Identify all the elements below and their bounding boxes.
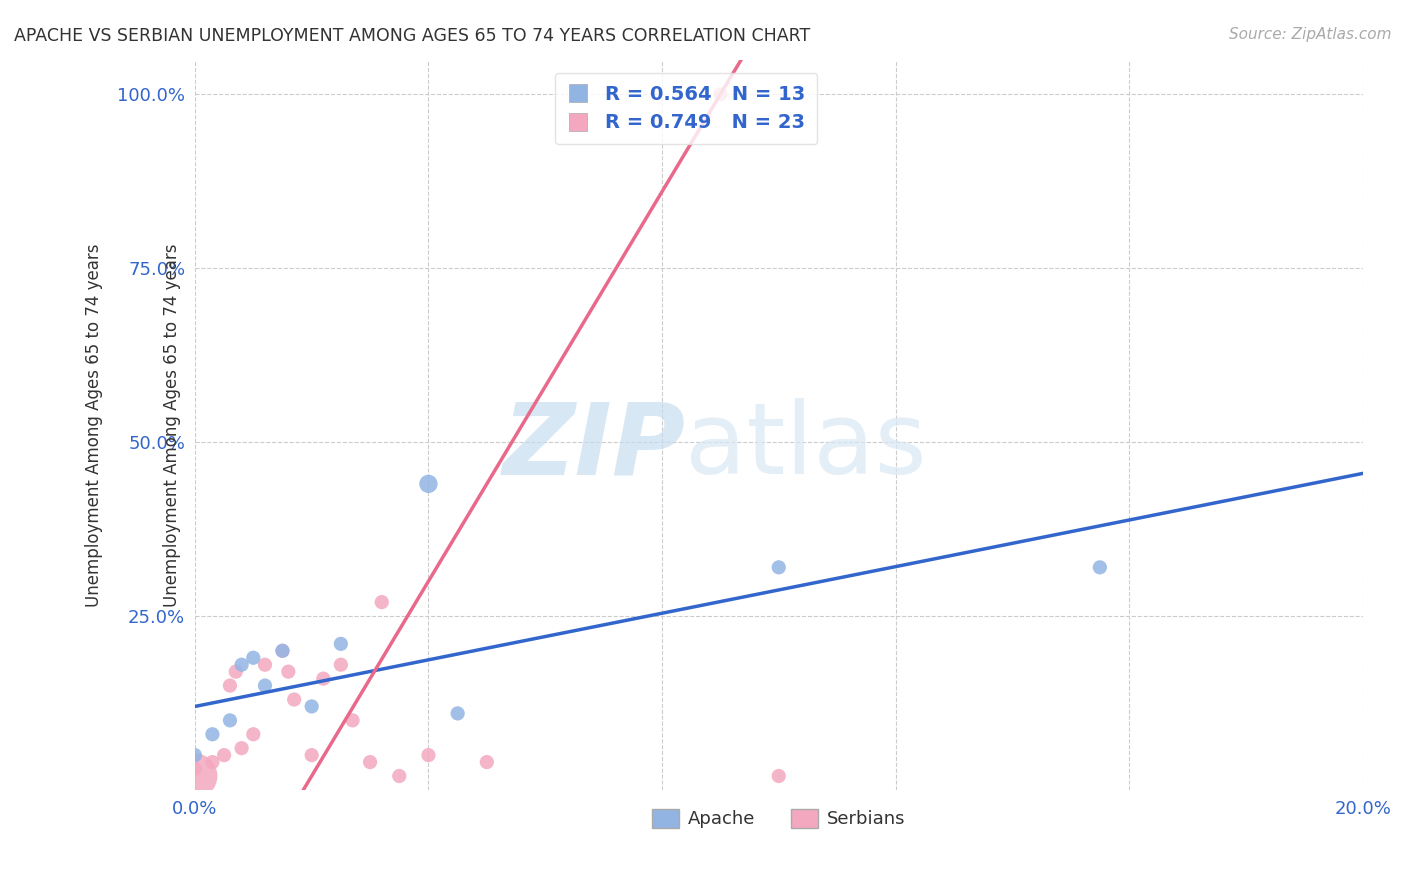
Point [301, 699, 323, 714]
Point [329, 637, 352, 651]
Text: atlas: atlas [685, 398, 927, 495]
Point [184, 762, 207, 776]
Point [184, 769, 207, 783]
Point [768, 560, 790, 574]
Point [1088, 560, 1111, 574]
Point [768, 769, 790, 783]
Point [219, 679, 242, 693]
Point [446, 706, 468, 721]
Point [201, 755, 224, 769]
Point [277, 665, 299, 679]
Point [201, 727, 224, 741]
Point [283, 692, 305, 706]
Point [231, 741, 253, 756]
Point [219, 714, 242, 728]
Point [301, 748, 323, 763]
Point [342, 714, 364, 728]
Point [271, 644, 294, 658]
Legend: Apache, Serbians: Apache, Serbians [644, 802, 912, 836]
Point [475, 755, 498, 769]
Text: ZIP: ZIP [502, 398, 685, 495]
Point [388, 769, 411, 783]
Point [184, 748, 207, 763]
Point [359, 755, 381, 769]
Point [271, 644, 294, 658]
Point [253, 679, 276, 693]
Y-axis label: Unemployment Among Ages 65 to 74 years: Unemployment Among Ages 65 to 74 years [163, 243, 181, 607]
Point [242, 650, 264, 665]
Point [212, 748, 235, 763]
Point [418, 748, 440, 763]
Point [709, 87, 731, 102]
Point [225, 665, 247, 679]
Point [329, 657, 352, 672]
Text: Source: ZipAtlas.com: Source: ZipAtlas.com [1229, 27, 1392, 42]
Point [231, 657, 253, 672]
Point [253, 657, 276, 672]
Point [312, 672, 335, 686]
Point [418, 476, 440, 491]
Point [371, 595, 394, 609]
Text: APACHE VS SERBIAN UNEMPLOYMENT AMONG AGES 65 TO 74 YEARS CORRELATION CHART: APACHE VS SERBIAN UNEMPLOYMENT AMONG AGE… [14, 27, 810, 45]
Y-axis label: Unemployment Among Ages 65 to 74 years: Unemployment Among Ages 65 to 74 years [86, 243, 103, 607]
Point [242, 727, 264, 741]
